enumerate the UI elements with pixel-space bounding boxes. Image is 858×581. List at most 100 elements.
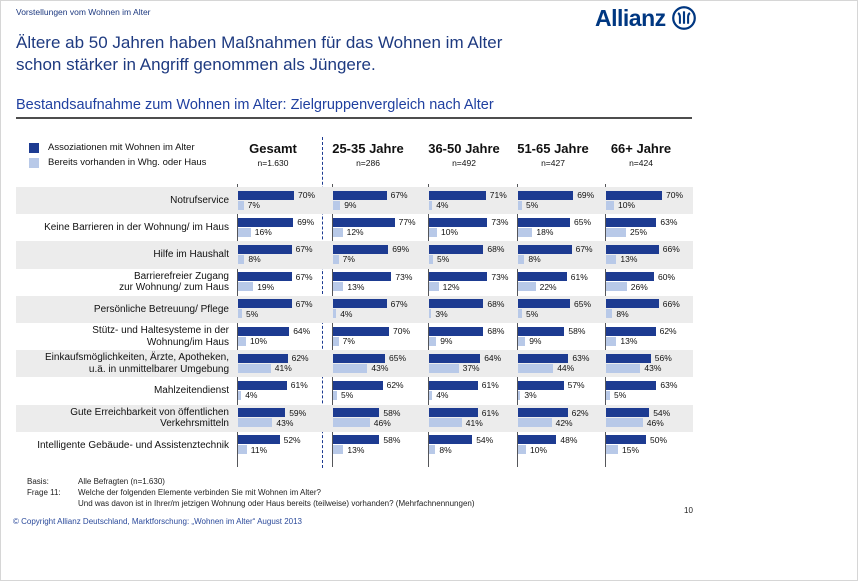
bar-secondary	[518, 445, 526, 455]
bar-secondary	[606, 336, 617, 346]
page-number: 10	[684, 506, 693, 515]
bar-secondary	[238, 254, 245, 264]
bar-secondary	[606, 445, 618, 455]
bar-primary	[518, 299, 570, 309]
bar-value-secondary: 37%	[462, 363, 480, 374]
bar-value-secondary: 25%	[630, 227, 648, 238]
bar-value-secondary: 43%	[276, 417, 294, 428]
bar-value-secondary: 4%	[436, 390, 449, 401]
bar-value-primary: 59%	[289, 407, 307, 418]
column-header-n: n=286	[356, 158, 380, 168]
bar-secondary	[238, 336, 246, 346]
bar-value-secondary: 4%	[436, 200, 449, 210]
bar-primary	[238, 272, 292, 282]
bar-secondary	[606, 200, 614, 210]
bar-secondary	[606, 363, 641, 373]
bar-value-primary: 61%	[481, 407, 499, 418]
bar-secondary	[518, 336, 526, 346]
column-header-label: 25-35 Jahre	[332, 141, 404, 156]
column-axis-line	[517, 184, 518, 467]
bar-value-secondary: 19%	[257, 281, 275, 292]
bar-secondary	[429, 363, 459, 373]
bar-value-secondary: 41%	[465, 417, 483, 428]
column-header: 51-65 Jahre n=427	[505, 141, 601, 168]
bar-value-secondary: 13%	[620, 336, 638, 346]
bar-primary	[238, 244, 292, 254]
bar-value-secondary: 46%	[646, 417, 664, 428]
bar-primary	[238, 190, 294, 200]
legend-swatch-primary	[29, 142, 39, 153]
bar-value-secondary: 16%	[254, 227, 272, 238]
bar-value-secondary: 44%	[557, 363, 575, 374]
bar-value-primary: 68%	[487, 326, 505, 336]
bar-primary	[429, 190, 486, 200]
column-axis-line	[237, 184, 238, 467]
bar-value-primary: 54%	[476, 434, 494, 445]
column-header: Gesamt n=1.630	[225, 141, 321, 168]
bar-secondary	[333, 418, 370, 428]
bar-primary	[606, 326, 656, 336]
bar-primary	[518, 435, 557, 445]
column-header: 36-50 Jahre n=492	[416, 141, 512, 168]
bar-value-primary: 66%	[662, 244, 680, 255]
bar-value-secondary: 9%	[529, 336, 542, 346]
bar-primary	[429, 244, 484, 254]
copyright: © Copyright Allianz Deutschland, Marktfo…	[13, 517, 303, 526]
bar-value-primary: 69%	[577, 190, 595, 200]
bar-value-secondary: 10%	[441, 227, 459, 238]
bar-primary	[518, 408, 568, 418]
bar-value-primary: 48%	[560, 434, 578, 445]
bar-value-secondary: 12%	[442, 281, 460, 292]
bar-primary	[429, 408, 478, 418]
bar-primary	[238, 326, 290, 336]
bar-primary	[333, 435, 380, 445]
bar-value-primary: 57%	[567, 380, 585, 391]
bar-value-primary: 63%	[572, 353, 590, 364]
column-header-label: 66+ Jahre	[610, 141, 672, 156]
bar-value-primary: 54%	[653, 407, 671, 418]
bar-value-primary: 58%	[383, 434, 401, 445]
bar-primary	[429, 272, 488, 282]
bar-value-secondary: 46%	[373, 417, 391, 428]
bar-value-secondary: 4%	[245, 390, 258, 401]
bar-secondary	[606, 309, 613, 319]
column-axis-line	[605, 184, 606, 467]
bar-primary	[238, 408, 286, 418]
bar-secondary	[518, 418, 552, 428]
bar-value-primary: 71%	[489, 190, 507, 200]
bar-secondary	[429, 200, 433, 210]
column-axis-line	[332, 184, 333, 467]
bar-value-primary: 67%	[295, 298, 313, 309]
bar-secondary	[333, 309, 337, 319]
bar-value-primary: 62%	[386, 380, 404, 391]
bar-value-secondary: 11%	[250, 444, 268, 455]
bar-value-secondary: 7%	[342, 254, 355, 265]
bar-secondary	[238, 200, 244, 210]
bar-value-primary: 64%	[293, 326, 311, 336]
bar-primary	[333, 353, 385, 363]
bar-secondary	[238, 390, 242, 400]
bar-secondary	[429, 309, 432, 319]
bar-value-primary: 61%	[570, 271, 588, 282]
bar-value-primary: 62%	[291, 353, 309, 364]
bar-value-secondary: 5%	[526, 308, 539, 319]
bar-value-primary: 66%	[662, 298, 680, 309]
bar-value-primary: 61%	[481, 380, 499, 391]
legend-swatch-secondary	[29, 157, 39, 168]
bar-secondary	[333, 363, 368, 373]
bar-secondary	[518, 227, 533, 237]
bar-secondary	[238, 309, 242, 319]
basis-label: Basis:	[27, 477, 49, 486]
row-label: Hilfe im Haushalt	[153, 249, 229, 261]
column-header-n: n=1.630	[257, 158, 289, 168]
bar-value-secondary: 13%	[347, 444, 365, 455]
bar-value-secondary: 43%	[371, 363, 389, 374]
bar-value-primary: 67%	[295, 244, 313, 255]
bar-value-primary: 61%	[290, 380, 308, 391]
basis-text: Alle Befragten (n=1.630)	[78, 477, 165, 486]
bar-value-primary: 70%	[666, 190, 684, 200]
bar-secondary	[333, 227, 343, 237]
bar-value-primary: 70%	[298, 190, 316, 200]
bar-secondary	[518, 200, 522, 210]
